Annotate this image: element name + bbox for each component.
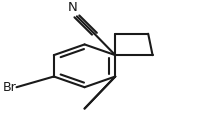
Text: Br: Br (3, 81, 16, 94)
Text: N: N (68, 1, 78, 14)
